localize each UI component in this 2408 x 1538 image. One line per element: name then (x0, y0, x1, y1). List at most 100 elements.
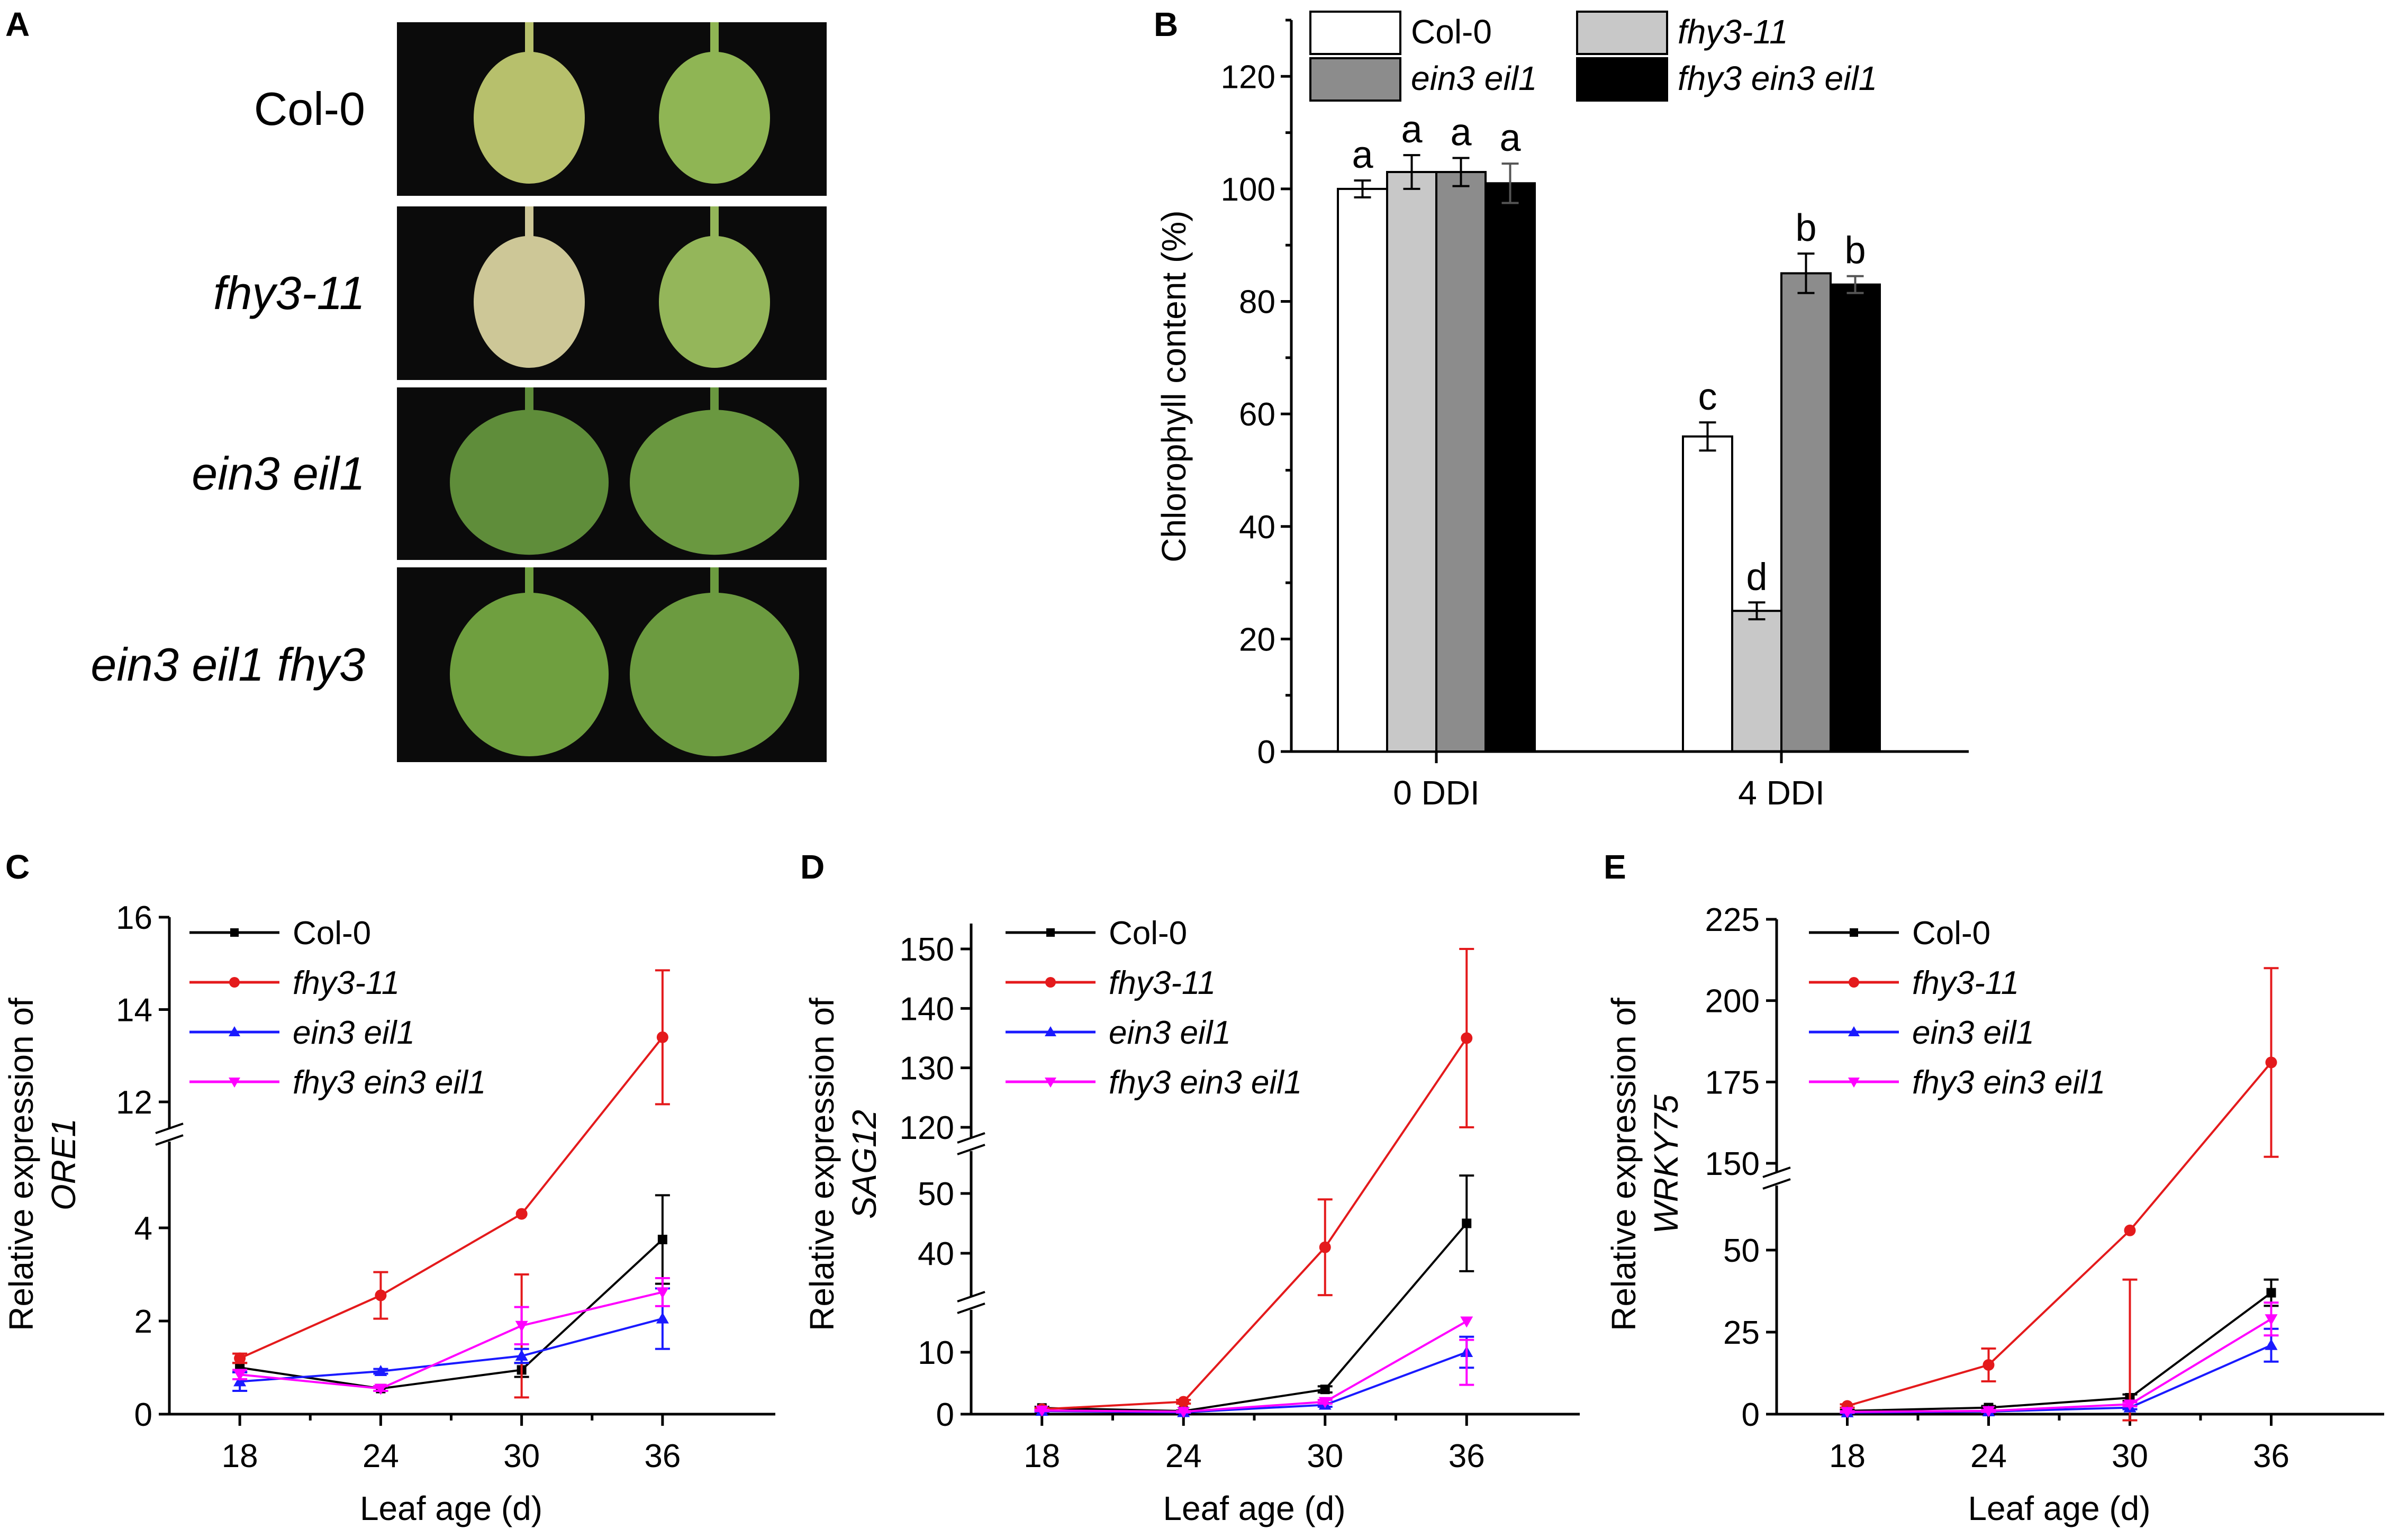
series-line (239, 1036, 664, 1360)
y-tick-label: 0 (134, 1397, 152, 1433)
y-tick-label: 175 (1705, 1064, 1760, 1101)
legend-label: ein3 eil1 (1912, 1015, 2034, 1051)
legend-label: fhy3-11 (293, 965, 400, 1001)
y-axis-gene: SAG12 (845, 1110, 883, 1219)
legend-swatch (1309, 57, 1401, 102)
leaf-left (450, 410, 609, 555)
x-tick-label: 24 (363, 1438, 399, 1474)
data-point (2265, 1338, 2278, 1350)
legend-label: fhy3-11 (1109, 965, 1216, 1001)
x-tick-label: 36 (1449, 1438, 1485, 1474)
data-point (1319, 1241, 1331, 1253)
leaf-right (659, 51, 770, 184)
legend-swatch (1576, 11, 1668, 55)
y-axis-gene: ORE1 (44, 1118, 83, 1210)
legend-marker (1850, 928, 1858, 937)
data-point (2266, 1288, 2276, 1298)
y-tick-label: 200 (1705, 983, 1760, 1020)
panel-label-b: B (1154, 5, 1178, 43)
x-tick-label: 30 (503, 1438, 540, 1474)
data-point (1982, 1359, 1995, 1371)
x-tick-label: 18 (1024, 1438, 1060, 1474)
data-point (374, 1365, 387, 1377)
y-tick-label: 25 (1723, 1315, 1760, 1351)
series-line (239, 1317, 663, 1383)
legend-label: fhy3 ein3 eil1 (293, 1064, 486, 1101)
x-axis-label: Leaf age (d) (1968, 1489, 2150, 1527)
legend-label: fhy3-11 (1678, 13, 1788, 51)
y-tick-label: 150 (900, 931, 954, 968)
legend-label: Col-0 (1109, 915, 1187, 952)
panel-label-c: C (5, 848, 30, 886)
genotype-label: Col-0 (254, 83, 365, 135)
bar (1830, 283, 1881, 753)
y-tick-label: 120 (1221, 59, 1275, 95)
x-axis-label: Leaf age (d) (360, 1489, 542, 1527)
legend-label: ein3 eil1 (1109, 1015, 1231, 1051)
data-point (1462, 1218, 1472, 1228)
axis-break-mark (1762, 1178, 1791, 1190)
data-point (515, 1320, 528, 1332)
significance-letter: d (1746, 556, 1767, 598)
bar (1435, 171, 1487, 753)
y-axis-label: Relative expression of (2, 998, 40, 1331)
data-point (2265, 1056, 2277, 1069)
bar (1337, 187, 1388, 753)
y-tick-label: 60 (1239, 396, 1275, 433)
bar (1731, 610, 1782, 753)
legend-marker (1046, 928, 1055, 937)
legend-label: Col-0 (1411, 13, 1492, 51)
petiole (710, 22, 719, 57)
data-point (2265, 1314, 2278, 1326)
legend-marker (230, 928, 239, 937)
x-tick-label: 30 (2112, 1438, 2148, 1474)
y-tick-label: 130 (900, 1051, 954, 1087)
data-point (1035, 1405, 1048, 1417)
x-tick-label: 24 (1970, 1438, 2007, 1474)
series-line (1042, 1320, 1468, 1413)
y-tick-label: 140 (900, 991, 954, 1027)
axis-break-mark (957, 1302, 985, 1314)
legend-label: fhy3 ein3 eil1 (1109, 1064, 1302, 1101)
petiole (710, 206, 719, 241)
data-point (1461, 1032, 1473, 1044)
x-tick-label: 4 DDI (1738, 774, 1825, 812)
legend-marker (1849, 977, 1859, 988)
axis-break-mark (957, 1144, 985, 1155)
axis-break-mark (957, 1291, 985, 1302)
series-line (1042, 1223, 1468, 1413)
legend-label: fhy3 ein3 eil1 (1678, 59, 1877, 97)
y-tick-label: 50 (1723, 1233, 1760, 1269)
data-point (2123, 1399, 2137, 1411)
data-point (375, 1289, 387, 1301)
series-line (1847, 1291, 2272, 1412)
y-tick-label: 16 (116, 900, 152, 936)
y-tick-label: 10 (918, 1335, 954, 1371)
y-tick-label: 14 (116, 992, 152, 1029)
y-tick-label: 100 (1221, 171, 1275, 208)
data-point (233, 1370, 247, 1381)
legend-marker (1848, 1078, 1860, 1088)
y-tick-label: 50 (918, 1176, 954, 1213)
significance-letter: a (1401, 108, 1423, 151)
data-point (657, 1235, 667, 1244)
legend-marker (1848, 1026, 1860, 1036)
data-point (2124, 1224, 2136, 1236)
y-tick-label: 0 (936, 1397, 954, 1433)
series-line (1847, 1318, 2272, 1413)
panel-label-e: E (1604, 848, 1626, 886)
significance-letter: a (1499, 117, 1521, 159)
series-line (239, 1291, 663, 1390)
x-tick-label: 30 (1307, 1438, 1343, 1474)
axis-break-mark (957, 1132, 985, 1144)
significance-letter: b (1795, 207, 1816, 249)
petiole (710, 387, 719, 415)
data-point (656, 1287, 669, 1299)
petiole (525, 22, 533, 57)
y-tick-label: 40 (918, 1236, 954, 1272)
petiole (525, 206, 533, 241)
legend-label: Col-0 (1912, 915, 1990, 952)
petiole (710, 567, 719, 598)
